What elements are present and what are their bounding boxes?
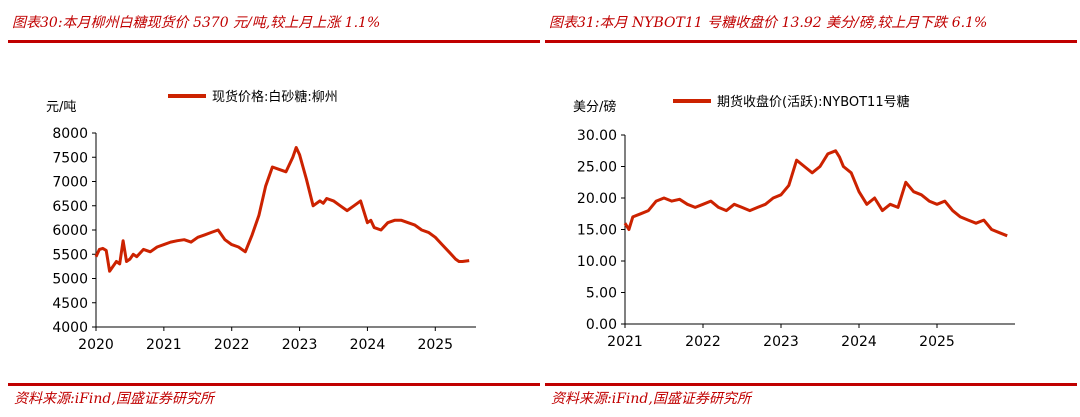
legend-label: 现货价格:白砂糖:柳州 <box>212 89 338 105</box>
y-tick-label: 10.00 <box>577 254 617 270</box>
y-tick-label: 4000 <box>52 320 88 336</box>
series-line <box>623 149 1008 238</box>
x-tick-label: 2023 <box>763 334 799 350</box>
x-tick-label: 2024 <box>841 334 877 350</box>
y-tick-label: 20.00 <box>577 191 617 207</box>
y-tick-label: 5.00 <box>586 286 617 302</box>
chart-title: 图表31:本月 NYBOT11 号糖收盘价 13.92 美分/磅,较上月下跌 6… <box>549 15 988 31</box>
series-line <box>94 146 470 273</box>
y-tick-label: 8000 <box>52 126 88 142</box>
y-tick-label: 15.00 <box>577 223 617 239</box>
y-tick-label: 0.00 <box>586 317 617 333</box>
x-tick-label: 2025 <box>417 337 453 353</box>
x-tick-label: 2024 <box>350 337 386 353</box>
chart-panel-30: 图表30:本月柳州白糖现货价 5370 元/吨,较上月上涨 1.1% 4000 4… <box>8 0 540 417</box>
nybot-sugar-futures-chart: 0.00 5.00 10.00 15.00 20.00 25.00 30.00 2021 202… <box>573 94 1015 350</box>
sugar-spot-price-chart: 4000 4500 5000 5500 6000 6500 7000 7500 8000 2020… <box>46 89 476 353</box>
x-tick-label: 2022 <box>685 334 721 350</box>
x-tick-label: 2022 <box>214 337 250 353</box>
x-tick-label: 2025 <box>919 334 955 350</box>
y-tick-label: 30.00 <box>577 128 617 144</box>
legend-label: 期货收盘价(活跃):NYBOT11号糖 <box>717 94 910 110</box>
chart-panel-31: 图表31:本月 NYBOT11 号糖收盘价 13.92 美分/磅,较上月下跌 6… <box>545 0 1077 417</box>
y-tick-label: 7500 <box>52 150 88 166</box>
x-tick-label: 2021 <box>607 334 643 350</box>
y-tick-label: 7000 <box>52 175 88 191</box>
y-tick-label: 6500 <box>52 199 88 215</box>
source-divider <box>545 383 1077 386</box>
source-note: 资料来源:iFind,国盛证券研究所 <box>551 391 751 407</box>
y-tick-label: 5000 <box>52 272 88 288</box>
y-tick-label: 5500 <box>52 247 88 263</box>
x-tick-label: 2023 <box>282 337 318 353</box>
chart-title: 图表30:本月柳州白糖现货价 5370 元/吨,较上月上涨 1.1% <box>12 15 381 31</box>
source-divider <box>8 383 540 386</box>
y-tick-label: 4500 <box>52 296 88 312</box>
y-tick-label: 25.00 <box>577 160 617 176</box>
title-divider <box>8 40 540 43</box>
x-tick-label: 2020 <box>78 337 114 353</box>
title-divider <box>545 40 1077 43</box>
x-tick-label: 2021 <box>146 337 182 353</box>
y-axis-unit: 美分/磅 <box>573 99 616 115</box>
y-axis-unit: 元/吨 <box>46 100 76 115</box>
source-note: 资料来源:iFind,国盛证券研究所 <box>14 391 214 407</box>
y-tick-label: 6000 <box>52 223 88 239</box>
